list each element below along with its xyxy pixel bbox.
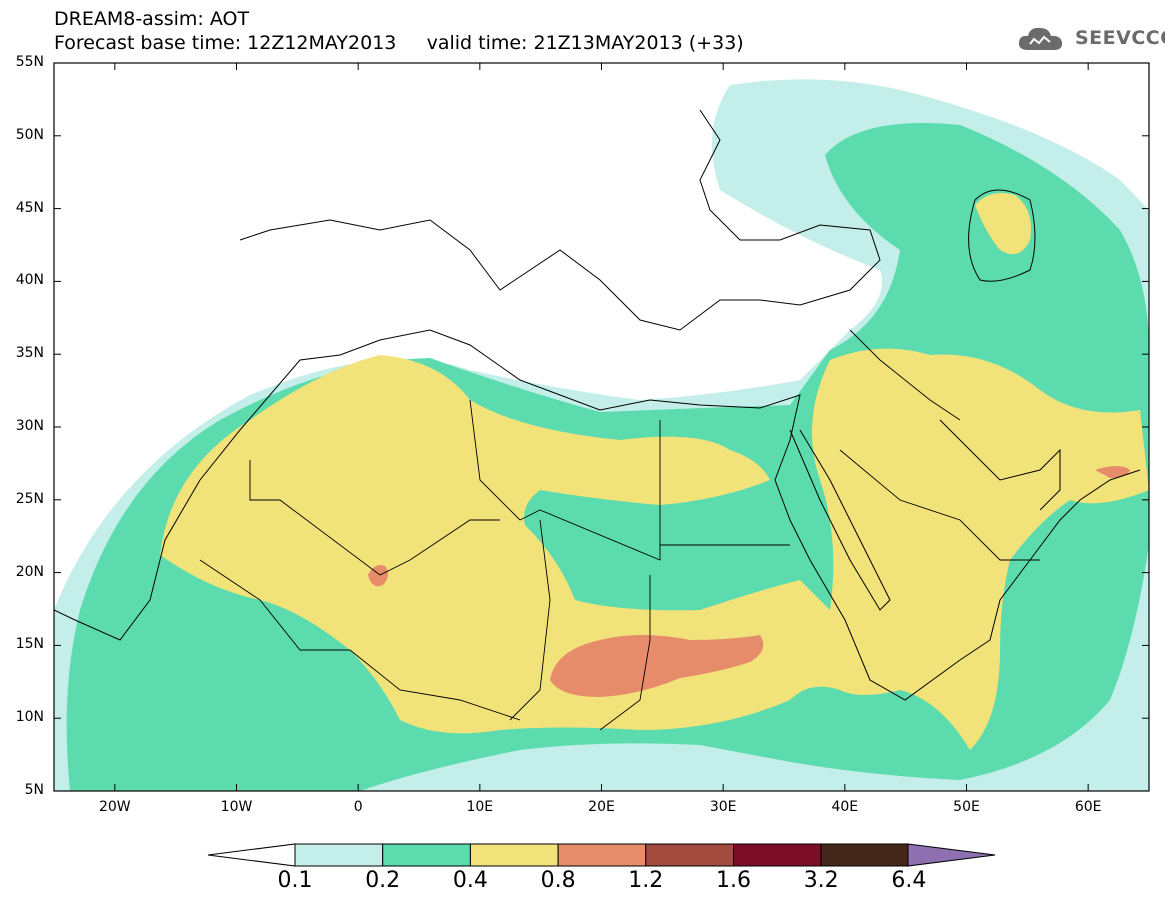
lat-tick-label: 55N (15, 54, 44, 70)
lat-tick-label: 35N (15, 345, 44, 362)
lon-tick-label: 20E (588, 799, 615, 815)
coastline-caspian (968, 189, 1036, 282)
border-libya (469, 399, 661, 561)
border-iraq-iran (849, 329, 961, 421)
colorbar-box (557, 843, 647, 867)
coastline-gulf (939, 419, 1061, 511)
lon-tick-label: 10E (466, 799, 494, 815)
colorbar-box (820, 843, 910, 867)
colorbar-label: 0.8 (540, 868, 576, 893)
border-saudi (839, 449, 1040, 561)
aot-region-0.4 (160, 348, 1149, 750)
colorbar-under-arrow (207, 843, 296, 867)
colorbar-over-arrow (907, 843, 996, 867)
colorbar-box (733, 843, 822, 867)
lon-tick-label: 20W (98, 799, 131, 815)
lat-tick-label: 30N (15, 418, 44, 434)
colorbar-box (469, 843, 559, 867)
aot-region-0.4-caspian (975, 192, 1031, 255)
aot-region-0.8-chad (550, 635, 764, 697)
colorbar-box (645, 843, 734, 867)
lat-tick-label: 25N (15, 490, 44, 507)
colorbar-box (294, 843, 384, 867)
lat-tick-label: 40N (15, 272, 44, 289)
colorbar-label: 0.4 (452, 868, 488, 893)
coastline-africa (54, 329, 1141, 701)
lon-tick-label: 30E (709, 799, 737, 815)
lon-tick-label: 60E (1074, 799, 1102, 815)
colorbar-label: 1.2 (628, 868, 664, 893)
coastline-red-sea (789, 429, 891, 611)
border-chad-sudan (599, 575, 651, 731)
coastline-europe (239, 109, 881, 331)
colorbar-label: 0.1 (277, 868, 313, 893)
colorbar-label: 3.2 (803, 868, 839, 893)
lon-tick-label: 50E (953, 799, 980, 815)
lat-tick-label: 20N (15, 563, 44, 580)
border-algeria-mali (249, 460, 500, 576)
colorbar-label: 1.6 (716, 868, 751, 893)
lon-tick-label: 40E (831, 799, 859, 815)
chart-subtitle-times: Forecast base time: 12Z12MAY2013 valid t… (54, 32, 744, 54)
border-niger-chad (509, 519, 551, 721)
colorbar-label: 0.2 (365, 868, 401, 893)
colorbar-label: 6.4 (891, 868, 927, 893)
lat-tick-label: 10N (15, 709, 44, 726)
lat-tick-label: 45N (15, 199, 44, 216)
chart-title: DREAM8-assim: AOT (54, 8, 250, 30)
lat-tick-label: 5N (24, 782, 44, 798)
logo-text: SEEVCCC (1075, 27, 1165, 49)
colorbar (207, 843, 996, 867)
border-sahel-south (199, 559, 521, 721)
lon-tick-label: 0 (353, 799, 363, 815)
aot-region-0.8-gulf (1095, 466, 1130, 478)
lat-tick-label: 15N (15, 636, 44, 653)
colorbar-box (382, 843, 471, 867)
cloud-icon (1018, 27, 1063, 50)
lon-tick-label: 10W (220, 799, 253, 815)
aot-region-0.8-mali (368, 565, 389, 587)
lat-tick-label: 50N (15, 126, 44, 143)
